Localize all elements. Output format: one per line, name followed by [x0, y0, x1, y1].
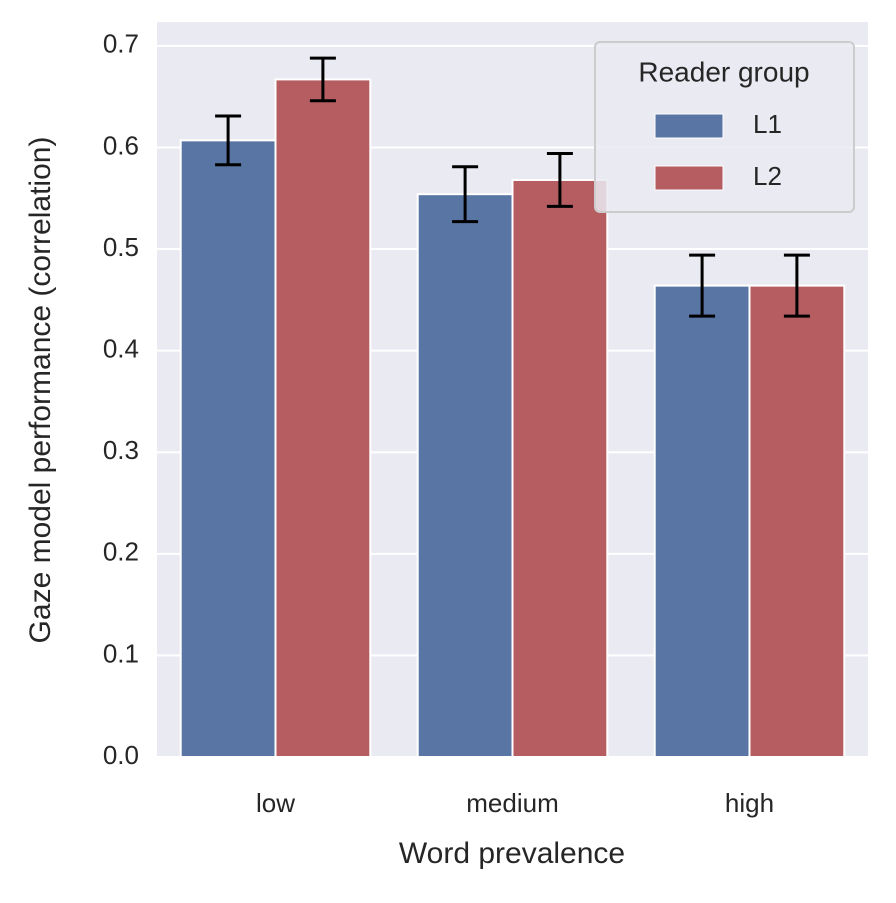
- y-tick-label: 0.7: [103, 29, 139, 59]
- error-bar: [309, 56, 336, 103]
- bar: [511, 178, 609, 758]
- y-tick-label: 0.1: [103, 638, 139, 668]
- bar: [179, 139, 277, 759]
- bar: [416, 193, 514, 758]
- y-tick-label: 0.3: [103, 435, 139, 465]
- x-tick-label: high: [725, 788, 774, 818]
- y-tick-label: 0.6: [103, 130, 139, 160]
- legend-title: Reader group: [638, 56, 809, 87]
- x-axis-label: Word prevalence: [399, 837, 625, 870]
- x-tick-label: medium: [466, 788, 558, 818]
- legend-label: L1: [753, 109, 782, 139]
- legend-label: L2: [753, 161, 782, 191]
- x-tick-label: low: [256, 788, 295, 818]
- bar: [274, 78, 372, 758]
- legend-swatch: [654, 165, 724, 191]
- error-bar: [689, 253, 716, 318]
- bar: [748, 284, 846, 758]
- y-tick-label: 0.5: [103, 232, 139, 262]
- y-axis-label: Gaze model performance (correlation): [24, 137, 57, 644]
- error-bar: [215, 114, 242, 167]
- error-bar: [546, 152, 573, 208]
- error-bar: [452, 165, 479, 224]
- legend-swatch: [654, 113, 724, 139]
- error-bar: [783, 253, 810, 318]
- y-tick-label: 0.0: [103, 740, 139, 770]
- y-tick-label: 0.2: [103, 537, 139, 567]
- bar: [653, 284, 751, 758]
- y-tick-label: 0.4: [103, 334, 139, 364]
